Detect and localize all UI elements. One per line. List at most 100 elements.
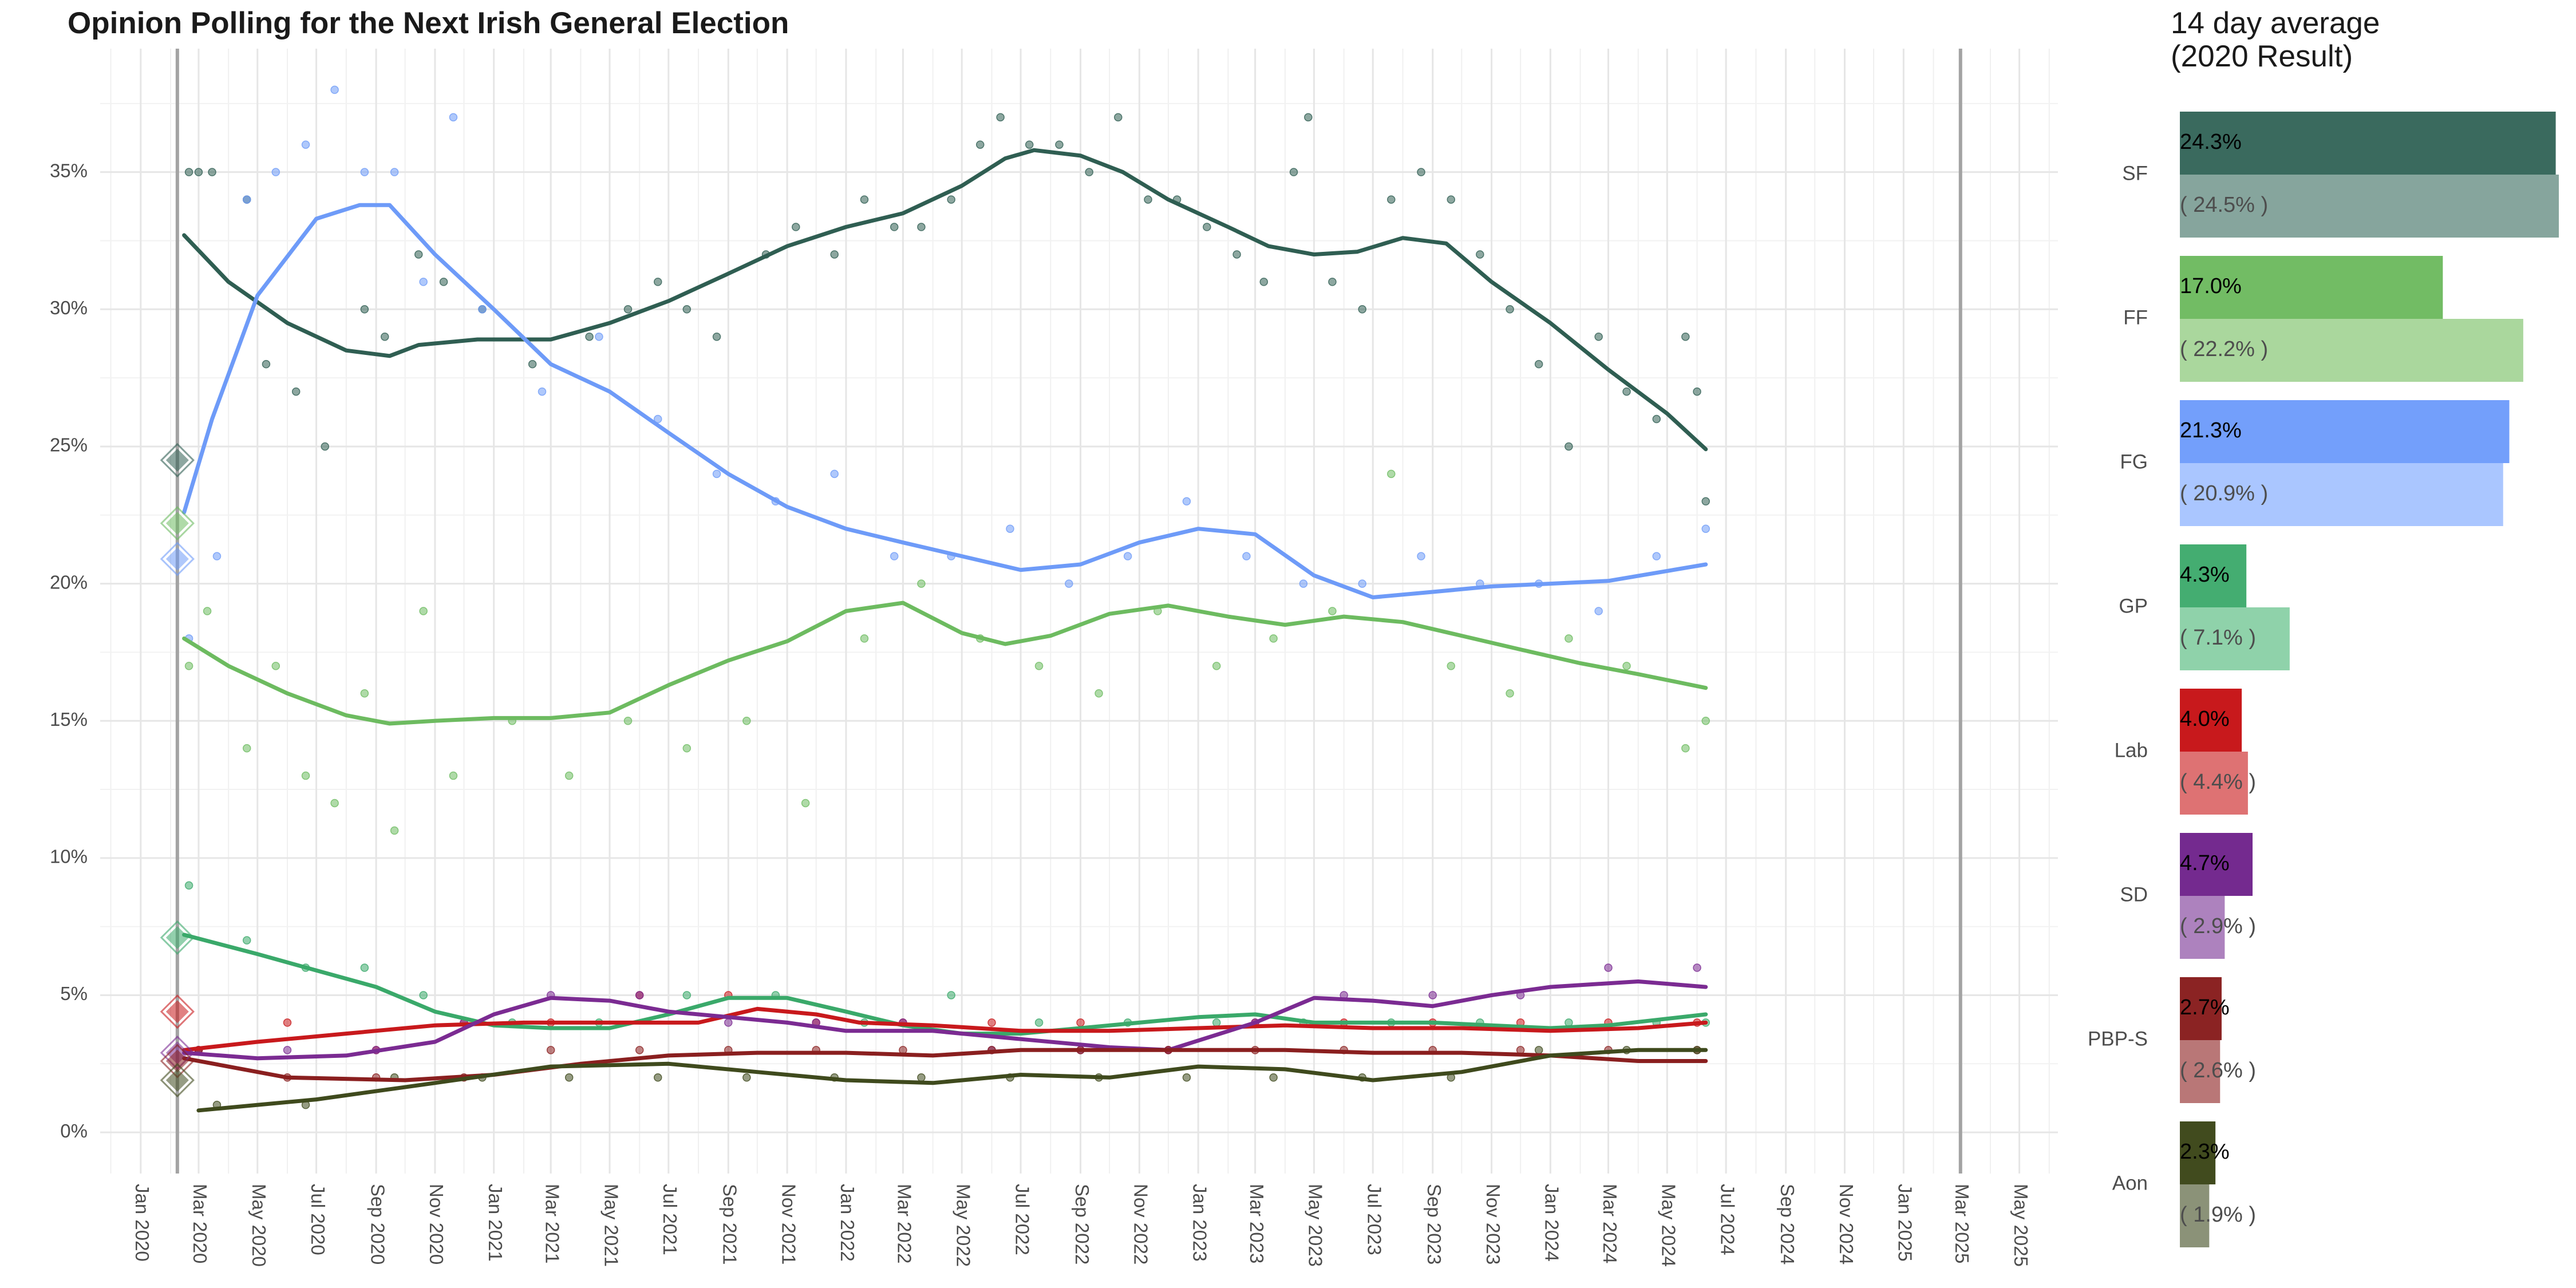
avg-14day-bar xyxy=(2180,977,2222,1040)
x-tick-label: Sep 2020 xyxy=(367,1184,388,1265)
poll-point-sf xyxy=(996,113,1005,122)
avg-14day-label: 4.7% xyxy=(2180,851,2230,875)
poll-point-sf xyxy=(1114,113,1123,122)
trend-line-gp xyxy=(182,933,1708,1036)
poll-point-ff xyxy=(860,634,869,643)
bar-heading-line-2: (2020 Result) xyxy=(2171,39,2353,73)
bar-heading-line-1: 14 day average xyxy=(2171,6,2380,40)
poll-point-fg xyxy=(301,140,310,149)
poll-point-ff xyxy=(623,716,633,725)
poll-point-sd xyxy=(635,991,644,999)
result-marker-fg xyxy=(165,547,189,571)
poll-point-sf xyxy=(1417,168,1425,176)
bar-category-label: FG xyxy=(2120,451,2148,473)
poll-point-aon xyxy=(1269,1073,1278,1082)
poll-point-ff xyxy=(1564,634,1573,643)
poll-point-gp xyxy=(1034,1018,1044,1027)
result-2020-bar xyxy=(2180,1184,2210,1247)
poll-point-ff xyxy=(449,771,458,780)
poll-point-ff xyxy=(271,662,280,670)
poll-point-sf xyxy=(585,332,594,341)
poll-point-ff xyxy=(184,662,193,670)
result-2020-label: ( 4.4% ) xyxy=(2180,770,2256,794)
poll-point-fg xyxy=(1652,552,1661,560)
poll-point-sf xyxy=(682,305,692,314)
poll-point-ff xyxy=(682,744,692,753)
result-marker-outline-lab xyxy=(160,994,195,1029)
poll-point-fg xyxy=(1065,579,1073,588)
x-tick-label: May 2024 xyxy=(1658,1184,1680,1267)
poll-point-sf xyxy=(830,250,839,259)
poll-point-sf xyxy=(291,387,301,396)
poll-point-pbp-s xyxy=(546,1046,555,1054)
poll-point-sf xyxy=(1534,359,1543,369)
x-tick-label: Nov 2024 xyxy=(1836,1184,1857,1265)
poll-point-ff xyxy=(742,716,751,725)
poll-point-ff xyxy=(1447,662,1456,670)
poll-point-ff xyxy=(203,607,212,615)
x-tick-label: May 2021 xyxy=(600,1184,622,1267)
poll-point-sf xyxy=(321,442,329,451)
x-tick-label: Jul 2020 xyxy=(307,1184,329,1255)
poll-point-sf xyxy=(1476,250,1484,259)
result-2020-label: ( 24.5% ) xyxy=(2180,193,2268,217)
x-tick-label: Jan 2024 xyxy=(1542,1184,1563,1262)
poll-point-sf xyxy=(712,332,721,341)
x-tick-label: Jan 2021 xyxy=(485,1184,506,1262)
avg-14day-bar xyxy=(2180,1121,2216,1184)
x-tick-label: Nov 2023 xyxy=(1483,1184,1504,1265)
result-2020-label: ( 20.9% ) xyxy=(2180,481,2268,505)
poll-point-sf xyxy=(1358,305,1366,314)
y-tick-label: 30% xyxy=(50,297,88,318)
poll-point-lab xyxy=(1076,1018,1085,1027)
poll-point-fg xyxy=(1123,552,1132,560)
poll-point-sf xyxy=(1387,195,1396,204)
result-2020-label: ( 22.2% ) xyxy=(2180,337,2268,361)
poll-point-ff xyxy=(1622,662,1631,670)
x-tick-label: Jul 2023 xyxy=(1364,1184,1385,1255)
poll-point-fg xyxy=(419,278,428,286)
poll-point-fg xyxy=(538,387,547,396)
x-tick-label: Mar 2025 xyxy=(1951,1184,1973,1263)
x-tick-label: Mar 2023 xyxy=(1246,1184,1267,1263)
avg-14day-bar xyxy=(2180,400,2510,463)
poll-point-sf xyxy=(1506,305,1514,314)
poll-point-sf xyxy=(1289,168,1298,176)
poll-point-ff xyxy=(330,799,339,808)
x-tick-label: Nov 2021 xyxy=(778,1184,799,1265)
result-2020-bar xyxy=(2180,319,2523,382)
poll-point-fg xyxy=(1701,524,1710,533)
poll-point-ff xyxy=(1701,716,1710,725)
result-2020-bar xyxy=(2180,175,2559,238)
poll-points xyxy=(184,85,1710,1109)
poll-point-gp xyxy=(947,991,955,999)
result-marker-aon xyxy=(165,1069,189,1092)
poll-point-fg xyxy=(890,552,899,560)
x-tick-label: Jan 2022 xyxy=(837,1184,858,1262)
result-2020-label: ( 2.6% ) xyxy=(2180,1058,2256,1082)
poll-point-sf xyxy=(208,168,216,176)
poll-point-fg xyxy=(654,414,662,424)
poll-point-sf xyxy=(917,223,926,231)
poll-point-ff xyxy=(801,799,810,808)
bar-panel-heading: 14 day average (2020 Result) xyxy=(2171,7,2380,73)
poll-point-fg xyxy=(212,552,222,560)
poll-point-ff xyxy=(1212,662,1221,670)
poll-point-sf xyxy=(975,140,985,149)
avg-14day-label: 4.3% xyxy=(2180,563,2230,587)
poll-point-sf xyxy=(1055,140,1064,149)
x-tick-label: Sep 2022 xyxy=(1072,1184,1093,1265)
poll-point-gp xyxy=(1212,1018,1221,1027)
poll-point-fg xyxy=(1182,497,1191,506)
poll-point-sf xyxy=(1447,195,1456,204)
y-tick-label: 15% xyxy=(50,709,88,730)
poll-point-sf xyxy=(890,223,899,231)
avg-14day-bar xyxy=(2180,112,2556,175)
gridlines xyxy=(100,49,2058,1174)
poll-point-aon xyxy=(1182,1073,1191,1082)
poll-point-sf xyxy=(1144,195,1152,204)
y-tick-label: 5% xyxy=(60,983,88,1004)
result-marker-lab xyxy=(165,1000,189,1024)
result-2020-label: ( 2.9% ) xyxy=(2180,914,2256,938)
